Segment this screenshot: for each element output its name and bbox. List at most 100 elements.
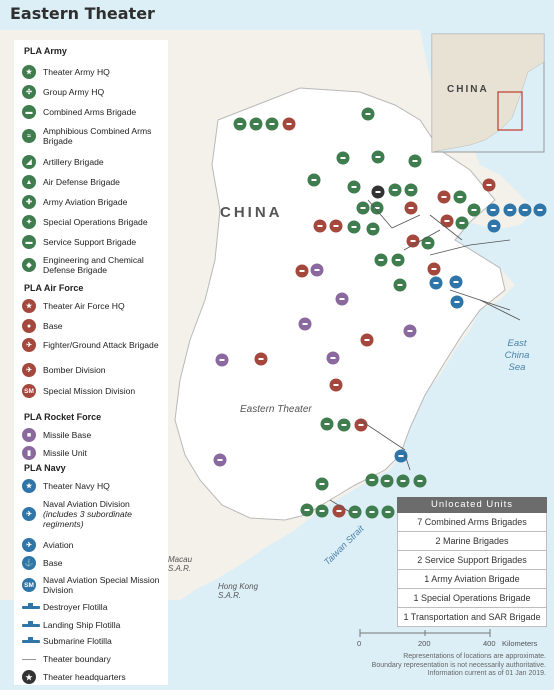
disclaimer-line: Information current as of 01 Jan 2019.	[427, 670, 546, 677]
sea-label: East China Sea	[504, 338, 530, 373]
leader-line	[329, 499, 351, 513]
unit-marker-glyph	[360, 207, 366, 209]
legend-item-label: Amphibious Combined Arms Brigade	[43, 126, 152, 146]
missile-base-icon: ■	[22, 428, 36, 442]
legend-item: ▮ Missile Unit	[22, 446, 172, 460]
unit-marker-glyph	[299, 270, 305, 272]
leader-line	[469, 239, 511, 246]
aviation-icon: ✈	[22, 538, 36, 552]
map-legend: PLA Army ★ Theater Army HQ ✣ Group Army HQ ▬…	[14, 40, 168, 685]
legend-item: Landing Ship Flotilla	[22, 620, 172, 630]
legend-item: ✣ Group Army HQ	[22, 85, 172, 99]
engineering-brigade-icon: ◆	[22, 258, 36, 272]
scale-bar	[359, 629, 491, 637]
legend-item-label: Theater Air Force HQ	[43, 301, 125, 311]
unit-marker-glyph	[219, 359, 225, 361]
unit-marker-glyph	[378, 259, 384, 261]
destroyer-flotilla-icon	[22, 602, 40, 612]
leader-line	[404, 454, 411, 471]
unit-marker-glyph	[336, 510, 342, 512]
legend-item: SM Naval Aviation Special Mission Divisio…	[22, 575, 172, 595]
unit-marker-glyph	[431, 268, 437, 270]
unit-marker-glyph	[269, 123, 275, 125]
fighter-brigade-icon: ✈	[22, 338, 36, 352]
unit-marker-glyph	[340, 157, 346, 159]
scale-tick-0: 0	[357, 639, 362, 648]
unit-marker-glyph	[369, 511, 375, 513]
place-label-macau: Macau S.A.R.	[168, 555, 193, 573]
legend-heading-army: PLA Army	[24, 46, 67, 56]
unit-marker-glyph	[253, 123, 259, 125]
unit-marker-glyph	[351, 226, 357, 228]
legend-item-label: Army Aviation Brigade	[43, 197, 128, 207]
legend-item: ▲ Air Defense Brigade	[22, 175, 172, 189]
legend-item-label: Missile Base	[43, 430, 92, 440]
leader-line	[367, 199, 393, 229]
air-defense-brigade-icon: ▲	[22, 175, 36, 189]
legend-item-label: Combined Arms Brigade	[43, 107, 137, 117]
unit-marker-glyph	[351, 186, 357, 188]
region-label: Eastern Theater	[240, 404, 312, 415]
legend-item: ★ Theater Navy HQ	[22, 479, 172, 493]
unit-marker-glyph	[369, 479, 375, 481]
legend-item: ✚ Army Aviation Brigade	[22, 195, 172, 209]
unit-marker-glyph	[453, 281, 459, 283]
unlocated-units-table: Unlocated Units 7 Combined Arms Brigades…	[397, 497, 547, 627]
unit-marker-glyph	[490, 209, 496, 211]
legend-item: Theater boundary	[22, 654, 172, 664]
theater-headquarters-icon: ★	[22, 670, 36, 684]
leader-line	[479, 299, 521, 321]
legend-item-label: Special Operations Brigade	[43, 217, 148, 227]
unlocated-units-heading: Unlocated Units	[397, 497, 547, 513]
special-operations-brigade-icon: ✦	[22, 215, 36, 229]
legend-item: ★ Theater Army HQ	[22, 65, 172, 79]
leader-line	[391, 214, 421, 229]
map-disclaimer: Representations of locations are approxi…	[340, 653, 546, 679]
inset-country-label: CHINA	[447, 84, 489, 95]
legend-item-label: Submarine Flotilla	[43, 636, 112, 646]
unit-marker-glyph	[398, 455, 404, 457]
theater-boundary-icon	[22, 654, 36, 664]
legend-item-label: Aviation	[43, 540, 74, 550]
unit-marker-glyph	[522, 209, 528, 211]
unit-marker-glyph	[457, 196, 463, 198]
legend-item: ◢ Artillery Brigade	[22, 155, 172, 169]
country-label: CHINA	[220, 204, 283, 221]
unit-marker-glyph	[395, 259, 401, 261]
inset-locator-map	[431, 33, 545, 153]
unit-marker-glyph	[258, 358, 264, 360]
unit-marker-glyph	[444, 220, 450, 222]
unit-marker-glyph	[507, 209, 513, 211]
unit-marker-glyph	[537, 209, 543, 211]
legend-item-label: Base	[43, 558, 63, 568]
legend-badge: SM	[24, 387, 34, 395]
legend-item-note: (includes 3 subordinate regiments)	[43, 509, 132, 529]
theater-navy-hq-icon: ★	[22, 479, 36, 493]
legend-item-label: Air Defense Brigade	[43, 177, 120, 187]
unit-marker-glyph	[304, 509, 310, 511]
legend-item-label: Bomber Division	[43, 365, 106, 375]
scale-unit: Kilometers	[502, 639, 538, 648]
leader-line	[403, 229, 441, 251]
legend-item: ✈ Aviation	[22, 538, 172, 552]
unit-marker-glyph	[408, 207, 414, 209]
legend-item: ✈ Bomber Division	[22, 363, 172, 377]
naval-base-icon: ⚓	[22, 556, 36, 570]
unit-marker-glyph	[385, 511, 391, 513]
legend-item: ▬ Combined Arms Brigade	[22, 105, 172, 119]
legend-item: ★ Theater Air Force HQ	[22, 299, 172, 313]
unit-marker-glyph	[374, 207, 380, 209]
legend-item: ★ Theater headquarters	[22, 670, 172, 684]
legend-item-label: Naval Aviation Division	[43, 499, 130, 509]
legend-item-label: Special Mission Division	[43, 386, 136, 396]
service-support-brigade-icon: ▬	[22, 235, 36, 249]
unit-marker-glyph	[407, 330, 413, 332]
legend-item: SM Special Mission Division	[22, 384, 172, 398]
unit-marker-glyph	[365, 113, 371, 115]
leader-line	[359, 419, 406, 451]
theater-air-force-hq-icon: ★	[22, 299, 36, 313]
legend-item: ● Base	[22, 319, 172, 333]
unit-marker-glyph	[217, 459, 223, 461]
legend-item: ▬ Service Support Brigade	[22, 235, 172, 249]
